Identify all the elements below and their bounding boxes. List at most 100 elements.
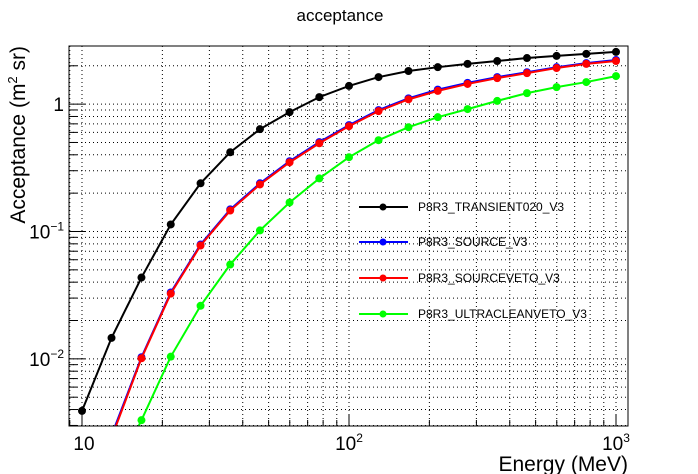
series-line (114, 59, 617, 426)
legend-marker (379, 238, 387, 246)
legend-marker (379, 310, 387, 318)
x-tick-label: 10 (73, 434, 94, 455)
data-point (344, 153, 353, 162)
legend-label: P8R3_ULTRACLEANVETO_V3 (418, 307, 587, 321)
data-point (226, 260, 235, 269)
data-point (552, 51, 561, 60)
data-point (433, 113, 442, 122)
data-point (493, 57, 502, 66)
legend-marker (379, 274, 387, 282)
y-tick-label: 1 (53, 95, 64, 116)
data-point (77, 406, 86, 415)
x-tick-label-base: 10 (602, 434, 623, 455)
axis-ticks (69, 65, 617, 426)
grid (69, 46, 628, 426)
y-tick-label: 10−1 (29, 219, 64, 243)
x-tick-label-base: 10 (335, 434, 356, 455)
data-point (108, 434, 116, 442)
data-point (433, 86, 442, 95)
data-point (137, 273, 146, 282)
series-group (77, 47, 621, 442)
chart-title: acceptance (297, 6, 384, 25)
series-line (81, 50, 617, 412)
data-point (374, 136, 383, 145)
x-tick-label: 102 (335, 431, 363, 455)
data-point (582, 59, 591, 68)
data-point (166, 289, 175, 298)
data-point (315, 139, 324, 148)
data-point (552, 64, 561, 73)
y-tick-label-base: 1 (53, 95, 64, 116)
plot-frame (68, 45, 629, 427)
legend-entry: P8R3_TRANSIENT020_V3 (359, 200, 564, 214)
data-point (404, 67, 413, 76)
data-point (374, 73, 383, 82)
data-point (374, 107, 383, 116)
x-axis-label: Energy (MeV) (498, 453, 628, 474)
data-point (612, 72, 621, 81)
data-point (285, 158, 294, 167)
data-point (404, 123, 413, 132)
data-point (255, 226, 264, 235)
data-point (463, 59, 472, 68)
legend-entry: P8R3_SOURCE_V3 (359, 235, 528, 249)
data-point (522, 69, 531, 78)
data-point (166, 352, 175, 361)
data-point (107, 333, 116, 342)
data-point (493, 96, 502, 105)
y-axis-label: Acceptance (m2 sr) (5, 46, 30, 224)
data-point (196, 241, 205, 250)
data-point (344, 81, 353, 90)
y-tick-label-exp: −1 (50, 219, 64, 233)
x-tick-labels: 10 102 103 (73, 431, 630, 455)
series-line (137, 75, 617, 426)
data-point (344, 122, 353, 131)
data-point (196, 179, 205, 188)
legend: P8R3_TRANSIENT020_V3 P8R3_SOURCE_V3 P8R3_S… (359, 200, 587, 321)
data-point (315, 174, 324, 183)
y-tick-labels: 110−110−2 (29, 95, 64, 371)
x-tick-label: 103 (602, 431, 630, 455)
series-line (114, 60, 617, 426)
data-point (137, 416, 146, 425)
legend-marker (379, 203, 387, 211)
data-point (315, 93, 324, 102)
data-point (612, 47, 621, 56)
series-P8R3_TRANSIENT020_V3 (77, 47, 621, 415)
data-point (196, 301, 205, 310)
data-point (522, 89, 531, 98)
data-point (582, 78, 591, 87)
y-tick-label-base: 10 (29, 350, 50, 371)
series-P8R3_ULTRACLEANVETO_V3 (137, 72, 621, 426)
data-point (493, 74, 502, 83)
legend-label: P8R3_SOURCEVETO_V3 (418, 271, 560, 285)
y-tick-label-base: 10 (29, 222, 50, 243)
data-point (255, 125, 264, 134)
data-point (166, 220, 175, 229)
x-tick-label-exp: 3 (623, 431, 630, 445)
legend-label: P8R3_SOURCE_V3 (418, 235, 528, 249)
data-point (463, 79, 472, 88)
data-point (522, 54, 531, 63)
legend-label: P8R3_TRANSIENT020_V3 (418, 200, 564, 214)
x-tick-label-exp: 2 (356, 431, 363, 445)
data-point (108, 432, 116, 440)
data-point (433, 63, 442, 72)
data-point (552, 83, 561, 92)
x-tick-label-base: 10 (73, 434, 94, 455)
series-P8R3_SOURCE_V3 (108, 56, 621, 440)
data-point (255, 180, 264, 189)
data-point (612, 57, 621, 66)
data-point (285, 108, 294, 117)
series-P8R3_SOURCEVETO_V3 (108, 57, 621, 442)
y-tick-label-exp: −2 (50, 347, 64, 361)
legend-entry: P8R3_SOURCEVETO_V3 (359, 271, 560, 285)
data-point (226, 206, 235, 215)
legend-entry: P8R3_ULTRACLEANVETO_V3 (359, 307, 587, 321)
data-point (226, 148, 235, 157)
data-point (285, 198, 294, 207)
y-tick-label: 10−2 (29, 347, 64, 371)
data-point (582, 49, 591, 58)
data-point (404, 95, 413, 104)
